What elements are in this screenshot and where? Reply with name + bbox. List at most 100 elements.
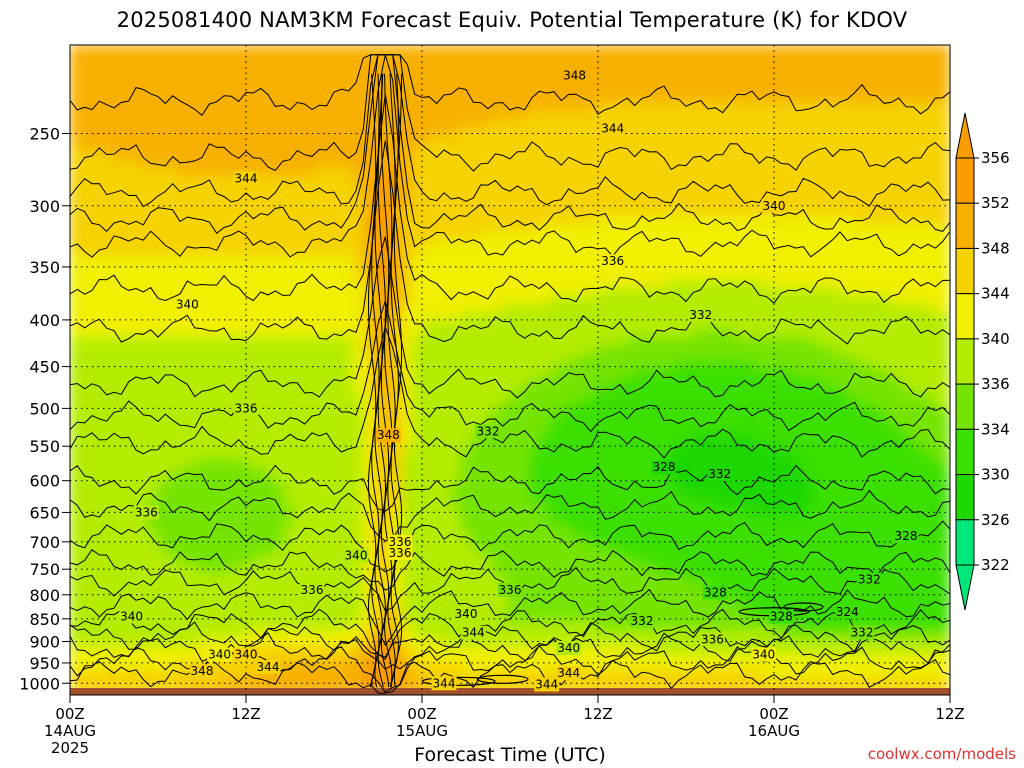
field-cell <box>333 507 345 517</box>
field-cell <box>245 150 257 160</box>
field-cell <box>548 369 560 379</box>
field-cell <box>225 296 237 306</box>
field-cell <box>577 166 589 176</box>
field-cell <box>79 280 91 290</box>
field-cell <box>509 101 521 111</box>
field-cell <box>304 402 315 412</box>
field-cell <box>626 605 638 615</box>
field-cell <box>597 491 609 501</box>
field-cell <box>225 637 237 647</box>
field-cell <box>568 434 579 444</box>
field-cell <box>568 174 579 184</box>
field-cell <box>118 166 130 176</box>
field-cell <box>646 198 658 208</box>
field-cell <box>313 166 325 176</box>
field-cell <box>79 369 91 379</box>
field-cell <box>675 304 687 314</box>
field-cell <box>489 280 501 290</box>
field-cell <box>607 540 619 550</box>
field-cell <box>509 670 521 680</box>
field-cell <box>89 491 100 501</box>
field-cell <box>392 645 403 655</box>
field-cell <box>304 467 315 477</box>
field-cell <box>489 150 501 160</box>
field-cell <box>313 255 325 265</box>
field-cell <box>480 499 491 509</box>
field-cell <box>587 52 599 62</box>
field-cell <box>216 402 227 412</box>
field-cell <box>284 158 296 168</box>
field-cell <box>411 645 423 655</box>
field-cell <box>157 629 169 639</box>
field-cell <box>577 101 589 111</box>
field-cell <box>206 133 218 143</box>
field-cell <box>470 296 482 306</box>
field-cell <box>157 393 169 403</box>
field-cell <box>89 580 100 590</box>
field-cell <box>656 556 667 566</box>
field-cell <box>235 556 247 566</box>
field-cell <box>274 499 286 509</box>
field-cell <box>597 613 609 623</box>
field-cell <box>636 85 648 95</box>
field-cell <box>137 101 149 111</box>
field-cell <box>245 337 257 347</box>
field-cell <box>79 434 91 444</box>
field-cell <box>499 328 511 338</box>
field-cell <box>157 353 169 363</box>
field-cell <box>70 125 81 135</box>
field-cell <box>167 467 179 477</box>
field-cell <box>597 68 609 78</box>
field-cell <box>548 499 560 509</box>
field-cell <box>646 393 658 403</box>
field-cell <box>157 101 169 111</box>
field-cell <box>568 393 579 403</box>
field-cell <box>626 588 638 598</box>
field-cell <box>225 475 237 485</box>
field-cell <box>294 296 306 306</box>
field-cell <box>480 361 491 371</box>
field-cell <box>529 385 540 395</box>
field-cell <box>450 190 462 200</box>
field-cell <box>489 85 501 95</box>
field-cell <box>372 613 384 623</box>
field-cell <box>177 499 188 509</box>
field-cell <box>656 133 667 143</box>
field-cell <box>519 653 531 663</box>
field-cell <box>450 515 462 525</box>
field-cell <box>147 125 159 135</box>
field-cell <box>480 60 491 70</box>
field-cell <box>284 223 296 233</box>
field-cell <box>382 272 394 282</box>
field-cell <box>128 678 139 688</box>
field-cell <box>558 223 570 233</box>
field-cell <box>568 288 579 298</box>
field-cell <box>480 77 491 87</box>
field-cell <box>255 337 267 347</box>
field-cell <box>313 125 325 135</box>
field-cell <box>157 247 169 257</box>
field-cell <box>177 588 188 598</box>
field-cell <box>313 442 325 452</box>
field-cell <box>441 597 452 607</box>
field-cell <box>294 150 306 160</box>
field-cell <box>626 223 638 233</box>
field-cell <box>225 255 237 265</box>
field-cell <box>509 377 521 387</box>
field-cell <box>353 653 364 663</box>
field-cell <box>587 548 599 558</box>
field-cell <box>196 117 208 127</box>
field-cell <box>235 418 247 428</box>
field-cell <box>441 515 452 525</box>
field-cell <box>607 580 619 590</box>
field-cell <box>577 93 589 103</box>
field-cell <box>392 198 403 208</box>
field-cell <box>274 272 286 282</box>
field-cell <box>656 540 667 550</box>
field-cell <box>470 410 482 420</box>
field-cell <box>646 174 658 184</box>
field-cell <box>480 588 491 598</box>
field-cell <box>206 540 218 550</box>
field-cell <box>558 304 570 314</box>
field-cell <box>206 239 218 249</box>
